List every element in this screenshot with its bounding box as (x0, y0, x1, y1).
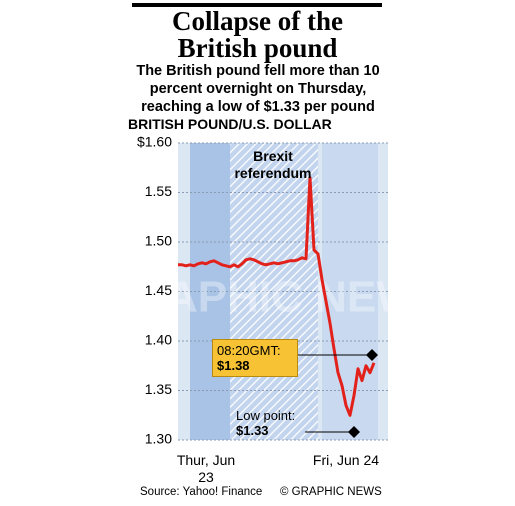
event-annotation: Brexit referendum (234, 148, 312, 181)
y-tick-label: 1.30 (145, 431, 172, 447)
price-line (178, 176, 376, 417)
watermark: GRAPHIC NEWS (100, 273, 447, 322)
y-tick-label: 1.55 (145, 183, 172, 199)
top-rule (132, 3, 382, 7)
low-value: $1.33 (236, 423, 269, 438)
time-label: 08:20GMT: (217, 343, 281, 358)
low-label: Low point: (236, 408, 296, 423)
y-tick-label: 1.35 (145, 381, 172, 397)
source: Source: Yahoo! Finance (140, 486, 263, 498)
y-tick-label: $1.60 (137, 134, 172, 150)
low-callout: Low point: $1.33 (236, 408, 306, 438)
chart-subtitle: The British pound fell more than 10 perc… (136, 63, 380, 115)
chart-title: Collapse of the British pound (172, 6, 343, 63)
callout-diamond (366, 349, 378, 361)
y-axis-label: BRITISH POUND/U.S. DOLLAR (128, 116, 332, 132)
time-value: $1.38 (217, 358, 250, 373)
y-tick-label: 1.40 (145, 332, 172, 348)
y-tick-label: 1.45 (145, 282, 172, 298)
credit: © GRAPHIC NEWS (280, 486, 382, 498)
time-callout: 08:20GMT: $1.38 (212, 339, 298, 377)
y-tick-label: 1.50 (145, 233, 172, 249)
x-tick-label: Thur, Jun 23 (176, 452, 236, 485)
callout-diamond (348, 426, 360, 438)
x-tick-label: Fri, Jun 24 (312, 452, 380, 468)
